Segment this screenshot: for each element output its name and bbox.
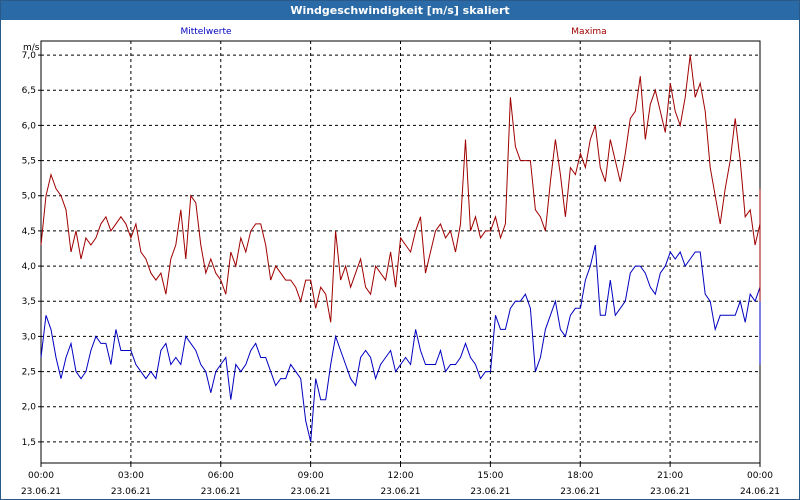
y-axis-label: m/s <box>23 43 40 53</box>
y-tick-label: 7,0 <box>22 51 37 61</box>
x-tick-date: 23.06.21 <box>111 487 151 497</box>
y-tick-label: 2,0 <box>22 403 37 413</box>
y-tick-label: 3,0 <box>22 332 37 342</box>
legend: Mittelwerte Maxima <box>180 27 606 37</box>
y-axis: 1,5 2,0 2,5 3,0 3,5 4,0 4,5 5,0 5,5 6,0 6,5 7,0 <box>22 51 41 448</box>
x-tick-date: 23.06.21 <box>291 487 331 497</box>
grid-lines <box>41 41 760 463</box>
x-tick-time: 21:00 <box>657 471 683 481</box>
y-tick-label: 4,0 <box>22 262 37 272</box>
legend-entry: Mittelwerte <box>180 27 231 37</box>
window-title: Windgeschwindigkeit [m/s] skaliert <box>1 1 799 20</box>
x-tick-date: 23.06.21 <box>201 487 241 497</box>
y-tick-label: 2,5 <box>22 368 36 378</box>
y-tick-label: 6,0 <box>22 121 37 131</box>
x-tick-time: 15:00 <box>477 471 503 481</box>
x-axis: 00:00 23.06.21 03:00 23.06.21 06:00 23.06.21 0… <box>21 463 780 497</box>
x-tick-time: 00:00 <box>28 471 54 481</box>
x-tick-time: 18:00 <box>567 471 593 481</box>
y-tick-label: 5,5 <box>22 157 36 167</box>
y-tick-label: 1,5 <box>22 438 36 448</box>
x-tick-date: 23.06.21 <box>470 487 510 497</box>
series-line-maxima <box>40 55 761 323</box>
y-tick-label: 5,0 <box>22 192 37 202</box>
y-tick-label: 4,5 <box>22 227 36 237</box>
series-line-mittelwerte <box>40 244 761 443</box>
x-tick-date: 23.06.21 <box>380 487 420 497</box>
x-tick-time: 09:00 <box>298 471 324 481</box>
x-tick-date: 23.06.21 <box>21 487 61 497</box>
x-tick-date: 23.06.21 <box>650 487 690 497</box>
y-tick-label: 6,5 <box>22 86 36 96</box>
x-tick-time: 03:00 <box>118 471 144 481</box>
legend-entry: Maxima <box>571 27 606 37</box>
y-tick-label: 3,5 <box>22 297 36 307</box>
x-tick-time: 12:00 <box>388 471 414 481</box>
series-lines <box>40 55 761 443</box>
x-tick-time: 00:00 <box>747 471 773 481</box>
x-tick-time: 06:00 <box>208 471 234 481</box>
x-tick-date: 24.06.21 <box>740 487 780 497</box>
x-tick-date: 23.06.21 <box>560 487 600 497</box>
line-chart: 1,5 2,0 2,5 3,0 3,5 4,0 4,5 5,0 5,5 6,0 6,5 7,0 00:… <box>21 27 780 497</box>
